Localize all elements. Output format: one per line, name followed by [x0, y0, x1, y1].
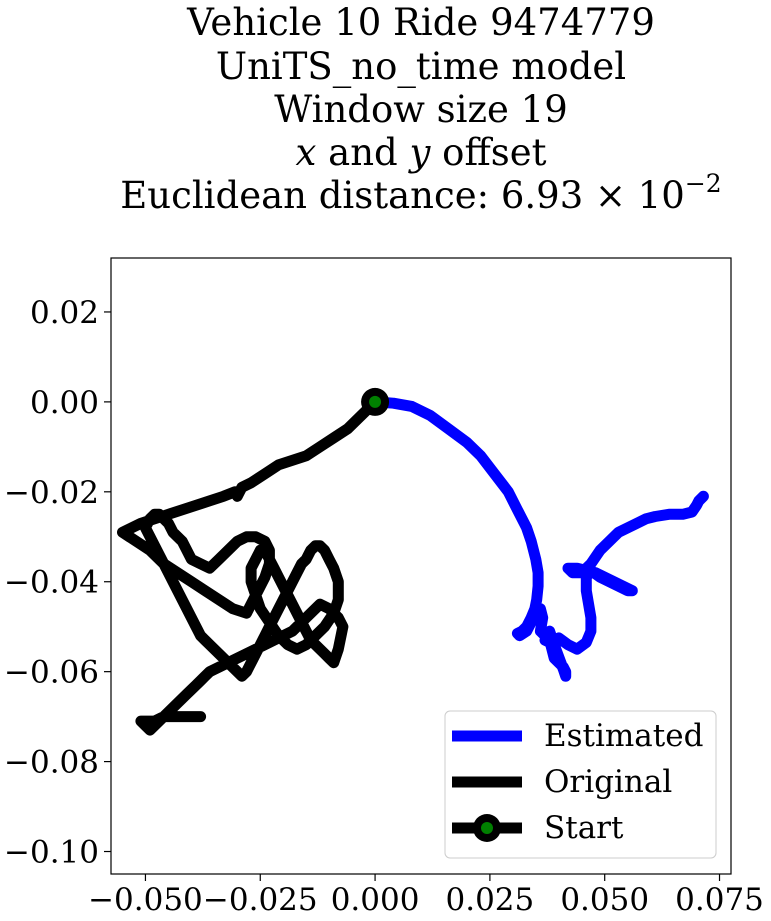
y-tick-label: −0.08 — [4, 745, 99, 781]
series-estimated-line — [369, 396, 709, 682]
y-tick-label: −0.06 — [4, 655, 99, 691]
title-distance-exponent: −2 — [685, 169, 722, 198]
y-tick-label: 0.00 — [30, 385, 99, 421]
series-original-line — [117, 396, 381, 736]
title-offset-rest: offset — [430, 131, 546, 174]
legend-estimated-label: Estimated — [544, 718, 703, 754]
y-axis: 0.02 0.00 −0.02 −0.04 −0.06 −0.08 −0.10 — [4, 295, 111, 871]
x-tick-label: −0.050 — [88, 882, 203, 918]
y-tick-label: 0.02 — [30, 295, 99, 331]
title-line-3: Window size 19 — [274, 88, 568, 131]
title-offset-and: and — [316, 131, 409, 174]
x-tick-label: 0.000 — [331, 882, 420, 918]
title-line-2: UniTS_no_time model — [216, 45, 626, 89]
chart-title: Vehicle 10 Ride 9474779 UniTS_no_time mo… — [120, 1, 721, 217]
legend-box — [444, 710, 717, 859]
legend-original-label: Original — [544, 764, 672, 800]
y-tick-label: −0.10 — [4, 835, 99, 871]
x-axis: −0.050 −0.025 0.000 0.025 0.050 0.075 — [88, 874, 764, 918]
title-offset-x: x — [296, 131, 317, 174]
legend-start-label: Start — [544, 810, 624, 846]
title-distance: Euclidean distance: 6.93 × 10 — [120, 174, 685, 217]
x-tick-label: 0.025 — [446, 882, 535, 918]
title-line-5: Euclidean distance: 6.93 × 10−2 — [120, 169, 721, 217]
title-offset-y: y — [408, 131, 432, 174]
start-marker-face — [369, 395, 382, 408]
start-marker-layer — [361, 387, 390, 416]
legend: Estimated Original Start — [444, 710, 717, 859]
title-line-4: x and y offset — [296, 131, 547, 174]
x-tick-label: 0.050 — [560, 882, 649, 918]
x-tick-label: 0.075 — [675, 882, 764, 918]
legend-start-marker-face — [481, 822, 493, 834]
y-tick-label: −0.02 — [4, 475, 99, 511]
y-tick-label: −0.04 — [4, 565, 99, 601]
x-tick-label: −0.025 — [203, 882, 318, 918]
title-line-1: Vehicle 10 Ride 9474779 — [186, 1, 655, 44]
series-layer — [117, 396, 709, 736]
